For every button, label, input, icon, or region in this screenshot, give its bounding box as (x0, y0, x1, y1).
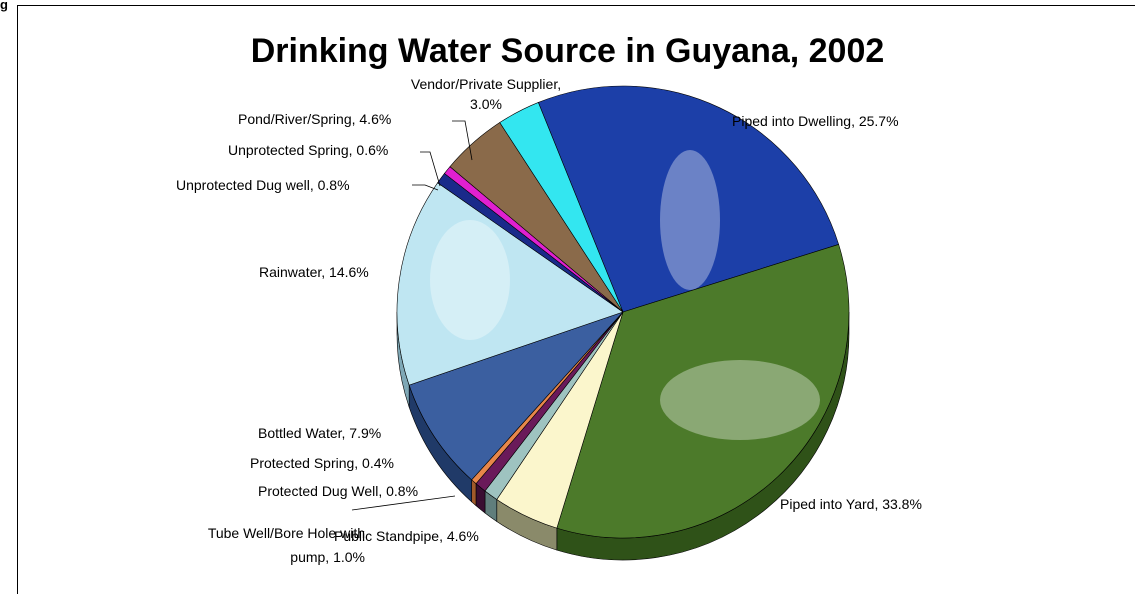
data-label-rainwater: Rainwater, 14.6% (259, 264, 369, 280)
data-label-line: Protected Dug Well, 0.8% (258, 483, 418, 499)
texture-highlight-1 (660, 360, 820, 440)
data-label-line: Public Standpipe, 4.6% (334, 528, 479, 544)
data-label-unprotected-dug-well: Unprotected Dug well, 0.8% (176, 177, 350, 193)
texture-highlight-0 (660, 150, 720, 290)
pie-slice-vendor-private-supplier (499, 102, 624, 313)
data-label-vendor-private-supplier: Vendor/Private Supplier, 3.0% (411, 76, 561, 112)
data-label-pond-river-spring: Pond/River/Spring, 4.6% (238, 111, 391, 127)
data-label-unprotected-spring: Unprotected Spring, 0.6% (228, 142, 388, 158)
data-label-bottled-water: Bottled Water, 7.9% (258, 425, 381, 441)
chart-frame (17, 5, 1135, 594)
data-label-line: 3.0% (470, 96, 502, 112)
data-label-line: Vendor/Private Supplier, (411, 76, 561, 92)
data-label-line: Piped into Dwelling, 25.7% (732, 113, 899, 129)
data-label-line: Tube Well/Bore Hole with (208, 525, 365, 541)
pie-slices (396, 85, 850, 539)
pie-side-wall (396, 311, 850, 561)
leader-line-pond-river-spring (452, 120, 473, 161)
data-label-line: Unprotected Dug well, 0.8% (176, 177, 350, 193)
data-label-tube-well-bore-hole-with-pump: Tube Well/Bore Hole with pump, 1.0% (208, 525, 365, 565)
texture-highlight-2 (430, 220, 510, 340)
data-label-protected-dug-well: Protected Dug Well, 0.8% (258, 483, 418, 499)
data-label-line: Bottled Water, 7.9% (258, 425, 381, 441)
chart-title: Drinking Water Source in Guyana, 2002 (250, 32, 885, 70)
pie-slice-rainwater (396, 182, 624, 386)
data-label-line: Rainwater, 14.6% (259, 264, 369, 280)
pie-side-protected-spring (471, 479, 477, 507)
data-label-line: pump, 1.0% (290, 549, 365, 565)
data-label-piped-into-dwelling: Piped into Dwelling, 25.7% (732, 113, 899, 129)
data-label-protected-spring: Protected Spring, 0.4% (250, 455, 394, 471)
page-mark: g (0, 0, 8, 12)
leader-line-unprotected-dug-well (412, 184, 439, 191)
pie-slice-piped-into-yard (556, 244, 850, 539)
data-label-line: Pond/River/Spring, 4.6% (238, 111, 391, 127)
leader-line-tube-well-bore-hole-with-pump (351, 495, 456, 511)
pie-texture (430, 150, 820, 440)
data-label-line: Piped into Yard, 33.8% (780, 496, 922, 512)
pie-slice-piped-into-dwelling (537, 85, 840, 313)
pie-slice-bottled-water (408, 311, 624, 481)
data-label-line: Protected Spring, 0.4% (250, 455, 394, 471)
data-label-line: Unprotected Spring, 0.6% (228, 142, 388, 158)
data-label-piped-into-yard: Piped into Yard, 33.8% (780, 496, 922, 512)
leader-line-unprotected-spring (420, 151, 441, 187)
data-label-public-standpipe: Public Standpipe, 4.6% (334, 528, 479, 544)
data-labels: Piped into Dwelling, 25.7% Piped into Yar… (176, 76, 922, 565)
